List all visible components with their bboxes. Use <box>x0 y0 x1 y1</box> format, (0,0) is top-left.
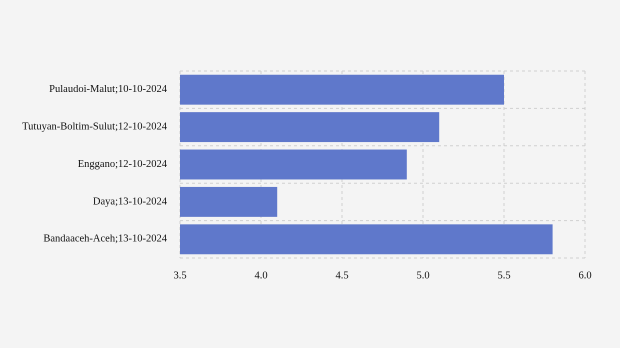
bar <box>180 186 278 217</box>
y-tick-label: Tutuyan-Boltim-Sulut;12-10-2024 <box>22 122 168 133</box>
bar <box>180 224 553 255</box>
x-tick-label: 6.0 <box>578 270 591 281</box>
bar <box>180 112 440 143</box>
y-tick-label: Daya;13-10-2024 <box>93 196 168 207</box>
bar <box>180 149 407 180</box>
x-tick-label: 4.5 <box>335 270 348 281</box>
bar <box>180 74 504 105</box>
x-tick-label: 5.0 <box>416 270 429 281</box>
x-tick-label: 5.5 <box>497 270 510 281</box>
y-tick-label: Enggano;12-10-2024 <box>78 159 168 170</box>
y-tick-label: Bandaaceh-Aceh;13-10-2024 <box>43 234 167 245</box>
x-tick-label: 3.5 <box>173 270 186 281</box>
y-tick-label: Pulaudoi-Malut;10-10-2024 <box>49 84 168 95</box>
x-tick-label: 4.0 <box>254 270 267 281</box>
